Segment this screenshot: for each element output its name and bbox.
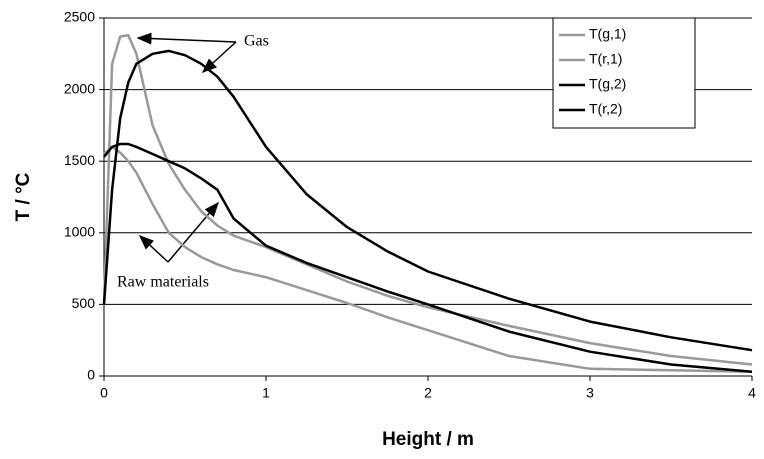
y-tick-label: 2000 <box>64 80 95 96</box>
series-line <box>102 49 753 352</box>
x-tick-label: 0 <box>100 385 108 401</box>
legend-label: T(g,2) <box>589 76 626 92</box>
x-tick-label: 1 <box>262 385 270 401</box>
y-axis-label: T / °C <box>13 172 34 221</box>
legend-label: T(g,1) <box>589 26 626 42</box>
x-axis-label: Height / m <box>382 429 474 450</box>
y-tick-label: 1000 <box>64 224 95 240</box>
y-tick-label: 0 <box>87 367 95 383</box>
series-line <box>102 33 753 366</box>
y-tick-label: 1500 <box>64 152 95 168</box>
annotation: Raw materials <box>117 274 209 291</box>
series-line <box>103 142 753 373</box>
annotation: Gas <box>244 33 269 50</box>
legend-label: T(r,1) <box>589 51 622 67</box>
x-tick-label: 3 <box>586 385 594 401</box>
x-tick-label: 2 <box>424 385 432 401</box>
y-tick-label: 500 <box>72 295 96 311</box>
legend-label: T(r,2) <box>589 101 622 117</box>
x-tick-label: 4 <box>748 385 756 401</box>
series-line <box>103 145 753 373</box>
y-tick-label: 2500 <box>64 9 95 25</box>
